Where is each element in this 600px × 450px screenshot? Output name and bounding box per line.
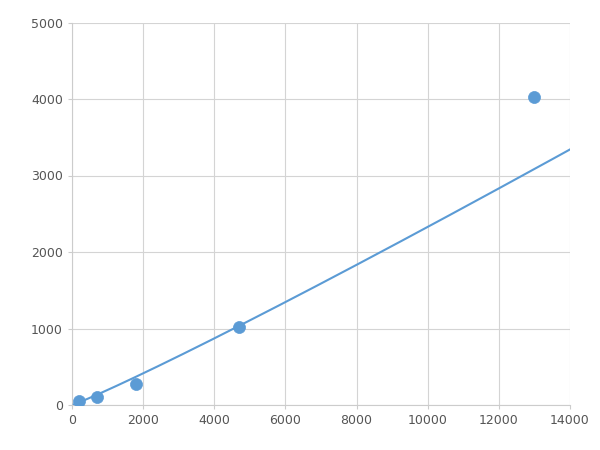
Point [92, 394, 102, 401]
Point [235, 324, 244, 331]
Point [131, 381, 141, 388]
Point [530, 94, 539, 101]
Point [74, 398, 84, 405]
